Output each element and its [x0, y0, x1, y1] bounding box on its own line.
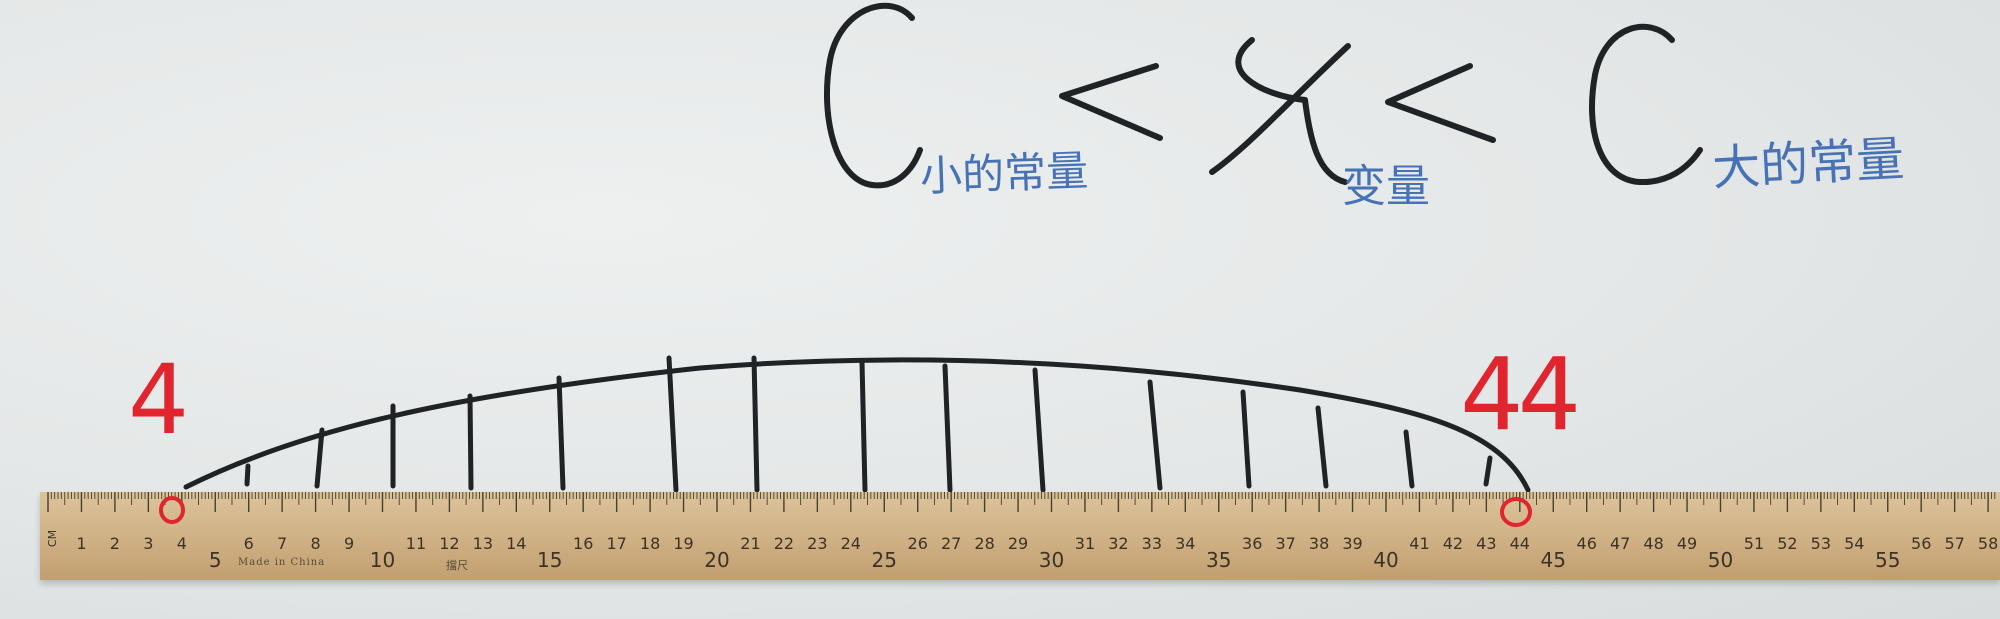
ruler-number: 45 [1540, 548, 1566, 572]
ruler-number: 36 [1242, 534, 1263, 553]
ruler-number: 43 [1476, 534, 1497, 553]
ruler-number: 49 [1676, 534, 1698, 553]
less-than-glyph-2 [1385, 63, 1496, 143]
ruler-number: 28 [974, 534, 995, 553]
ruler-number: 44 [1509, 534, 1530, 553]
ruler-number: 9 [343, 534, 355, 553]
less-than-glyph-1 [1059, 63, 1163, 141]
arch-hatch-lines [244, 355, 1493, 493]
ruler-number: 39 [1342, 534, 1363, 553]
ruler-number: 10 [369, 548, 396, 572]
ruler-number: 51 [1743, 534, 1765, 553]
ruler-number: 11 [405, 534, 427, 553]
ruler-number: 29 [1007, 534, 1029, 553]
ruler-number: 6 [243, 534, 254, 553]
variable-glyph [1209, 37, 1351, 175]
ruler-number: 38 [1308, 534, 1330, 553]
ruler-number: 4 [176, 534, 187, 553]
ruler-number: 3 [143, 534, 154, 553]
ruler-number: 17 [606, 534, 627, 553]
ruler-number: 30 [1038, 548, 1065, 572]
ruler-number: 31 [1074, 534, 1096, 553]
ruler-number: 34 [1175, 534, 1196, 553]
ruler-number: 13 [472, 534, 494, 553]
ruler-number: 54 [1844, 534, 1865, 553]
ruler-number: 35 [1206, 548, 1232, 572]
ruler-number: 32 [1108, 534, 1129, 553]
right-constant-glyph [1589, 23, 1703, 186]
ruler-number: 25 [871, 548, 897, 572]
ruler-number: 27 [940, 534, 962, 553]
lower-bound-label: 4 [128, 344, 190, 456]
ruler-number: 47 [1609, 534, 1631, 553]
ruler-number: 19 [673, 534, 694, 553]
ruler-number: 37 [1275, 534, 1296, 553]
ruler-number: 16 [573, 534, 594, 553]
ruler-number: 58 [1977, 534, 1999, 553]
ruler-number: 18 [639, 534, 661, 553]
upper-bound-label: 44 [1460, 336, 1581, 453]
ruler-number: 20 [704, 548, 730, 572]
ruler-number: 55 [1875, 548, 1901, 572]
lower-bound-circle [159, 496, 185, 524]
upper-bound-circle [1500, 497, 1532, 527]
ruler-number: 48 [1643, 534, 1664, 553]
ruler-number: 2 [109, 534, 120, 553]
ruler-number: 24 [840, 534, 861, 553]
ruler-number: 53 [1810, 534, 1832, 553]
ruler-number: 41 [1409, 534, 1430, 553]
ruler-number: 50 [1707, 548, 1734, 572]
ruler-number: 42 [1442, 534, 1464, 553]
ruler-number: 23 [807, 534, 828, 553]
ruler-number: 8 [310, 534, 321, 553]
ruler-number: 5 [208, 548, 222, 572]
interval-arch [183, 357, 1531, 493]
ruler-number: 21 [740, 534, 761, 553]
measuring-ruler [40, 492, 2000, 580]
ruler-number: 40 [1373, 548, 1399, 572]
ruler-number: 1 [76, 534, 87, 553]
ruler-number: 22 [773, 534, 795, 553]
left-constant-glyph [824, 2, 923, 189]
ruler-brand-mark: 擋尺 [446, 559, 468, 572]
ruler-number: 46 [1576, 534, 1597, 553]
ruler-number: 7 [277, 534, 288, 553]
ruler-number: 12 [439, 534, 460, 553]
ruler-number: 26 [907, 534, 928, 553]
variable-caption: 变量 [1342, 161, 1430, 212]
ruler-number: 52 [1777, 534, 1798, 553]
ruler-number: 33 [1141, 534, 1163, 553]
ruler-number: 15 [537, 548, 563, 572]
ruler-made-in: Made in China [238, 557, 326, 568]
ruler-number: 14 [506, 534, 527, 553]
ruler-number: 56 [1911, 534, 1932, 553]
ruler-number: 57 [1944, 534, 1965, 553]
